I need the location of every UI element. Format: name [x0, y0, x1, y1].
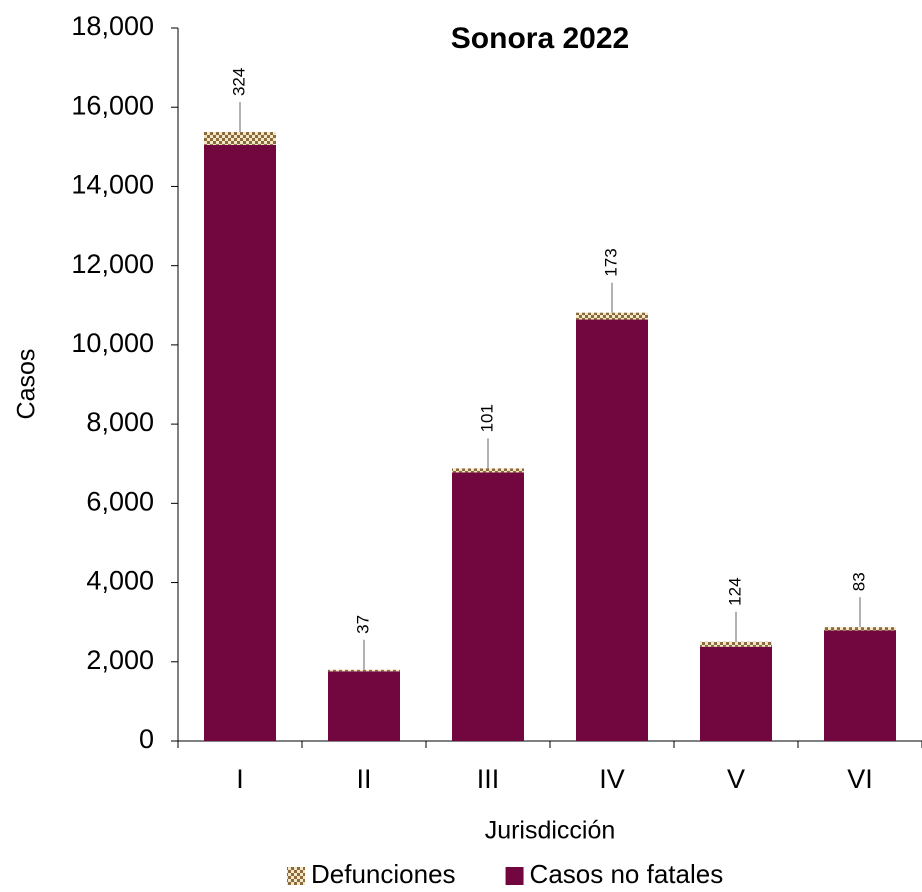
bar-segment — [204, 132, 276, 145]
bar-segment — [328, 669, 400, 672]
y-tick-label: 16,000 — [71, 90, 154, 120]
data-label: 124 — [725, 577, 744, 605]
y-tick-label: 14,000 — [71, 170, 154, 200]
bar — [576, 319, 648, 741]
x-tick-label: V — [727, 764, 745, 794]
data-label: 324 — [229, 68, 248, 96]
data-label: 101 — [477, 404, 496, 432]
bar-segment — [452, 468, 524, 473]
legend-label: Casos no fatales — [530, 859, 724, 889]
bar — [824, 630, 896, 741]
x-axis-title: Jurisdicción — [485, 817, 616, 845]
x-tick-label: VI — [847, 764, 873, 794]
bar-segment — [700, 641, 772, 647]
y-axis-title: Casos — [13, 349, 41, 420]
chart-title: Sonora 2022 — [451, 22, 629, 55]
bar — [204, 144, 276, 741]
y-tick-label: 18,000 — [71, 11, 154, 41]
legend-swatch — [287, 867, 305, 885]
y-tick-label: 6,000 — [86, 486, 154, 516]
x-tick-label: III — [477, 764, 500, 794]
y-tick-label: 2,000 — [86, 645, 154, 675]
data-label: 173 — [601, 248, 620, 276]
bar — [452, 472, 524, 741]
y-tick-label: 12,000 — [71, 249, 154, 279]
x-tick-label: II — [356, 764, 371, 794]
y-tick-label: 0 — [139, 724, 154, 754]
x-tick-label: IV — [599, 764, 625, 794]
bar — [328, 671, 400, 741]
x-tick-label: I — [236, 764, 244, 794]
bar-segment — [824, 627, 896, 631]
legend-swatch — [505, 867, 524, 885]
bar-segment — [576, 312, 648, 320]
data-label: 83 — [849, 572, 868, 591]
bar — [700, 646, 772, 741]
legend-label: Defunciones — [311, 859, 456, 889]
data-label: 37 — [353, 615, 372, 634]
y-tick-label: 10,000 — [71, 328, 154, 358]
y-tick-label: 4,000 — [86, 566, 154, 596]
y-tick-label: 8,000 — [86, 407, 154, 437]
